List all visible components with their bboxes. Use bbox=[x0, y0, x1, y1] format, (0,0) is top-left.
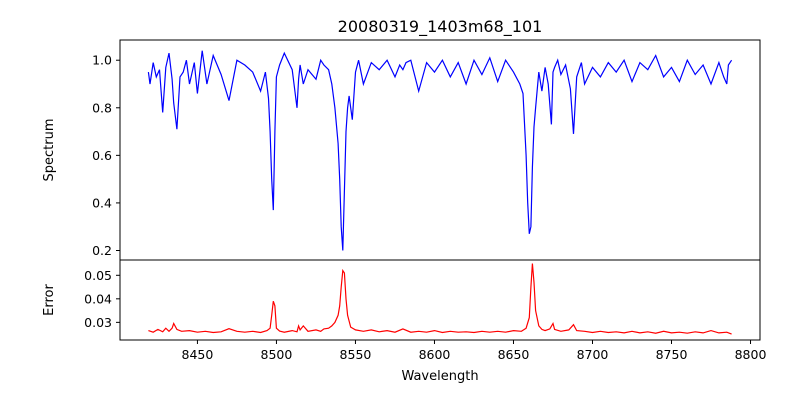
spectrum-y-tick-label: 0.8 bbox=[92, 100, 112, 115]
chart-title: 20080319_1403m68_101 bbox=[338, 17, 543, 37]
x-tick-label: 8700 bbox=[577, 347, 609, 362]
x-tick-label: 8750 bbox=[656, 347, 688, 362]
spectrum-y-label: Spectrum bbox=[42, 119, 57, 182]
spectrum-y-tick-label: 1.0 bbox=[92, 53, 112, 68]
spectrum-series-line bbox=[147, 50, 733, 251]
error-y-tick-label: 0.03 bbox=[84, 315, 112, 330]
x-tick-label: 8650 bbox=[498, 347, 530, 362]
x-tick-label: 8450 bbox=[182, 347, 214, 362]
spectrum-panel: 0.2 0.4 0.6 0.8 1.0 Spectrum bbox=[42, 39, 761, 261]
x-tick-label: 8800 bbox=[735, 347, 767, 362]
x-axis-label: Wavelength bbox=[401, 369, 478, 384]
spectrum-y-tick-label: 0.2 bbox=[92, 243, 112, 258]
spectrum-axes-frame bbox=[119, 39, 761, 261]
x-tick-label: 8500 bbox=[261, 347, 293, 362]
spectrum-y-ticks: 0.2 0.4 0.6 0.8 1.0 bbox=[92, 53, 120, 258]
spectrum-y-tick-label: 0.6 bbox=[92, 148, 112, 163]
error-y-tick-label: 0.05 bbox=[84, 268, 112, 283]
error-y-ticks: 0.03 0.04 0.05 bbox=[84, 268, 120, 330]
x-tick-label: 8550 bbox=[340, 347, 372, 362]
error-axes-frame bbox=[119, 259, 761, 341]
error-x-ticks: 8450 8500 8550 8600 8650 8700 8750 8800 bbox=[182, 340, 767, 362]
error-y-label: Error bbox=[42, 284, 57, 316]
error-series-line bbox=[148, 263, 732, 335]
error-y-tick-label: 0.04 bbox=[84, 291, 112, 306]
error-panel: 0.03 0.04 0.05 8450 8500 8550 8600 8650 8700 875… bbox=[42, 259, 767, 384]
spectrum-y-tick-label: 0.4 bbox=[92, 195, 112, 210]
x-tick-label: 8600 bbox=[419, 347, 451, 362]
